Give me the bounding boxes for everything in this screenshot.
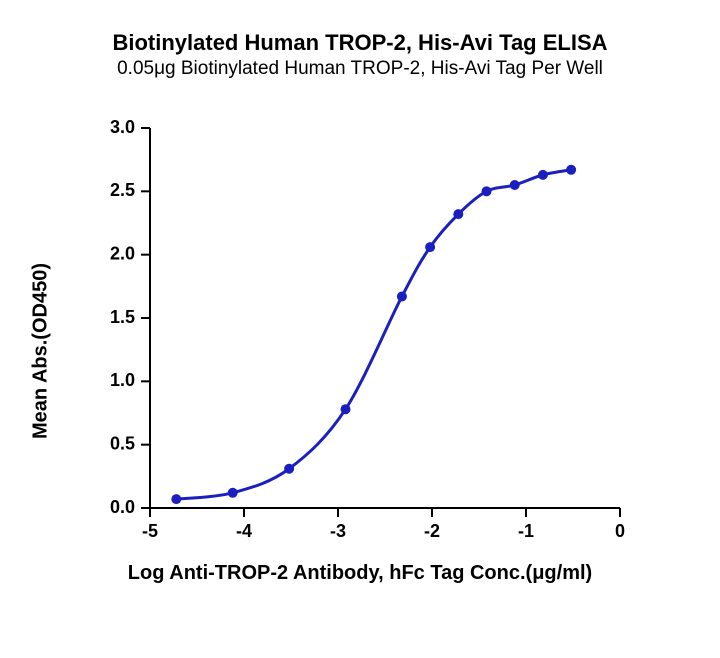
data-point [538,170,548,180]
svg-text:-1: -1 [518,521,534,541]
x-axis-label: Log Anti-TROP-2 Antibody, hFc Tag Conc.(… [86,562,634,585]
data-point [228,488,238,498]
data-point [284,464,294,474]
svg-text:0.0: 0.0 [110,497,135,517]
svg-text:1.0: 1.0 [110,370,135,390]
data-point [453,209,463,219]
svg-text:3.0: 3.0 [110,117,135,137]
data-point [341,404,351,414]
data-point [510,180,520,190]
chart-title: Biotinylated Human TROP-2, His-Avi Tag E… [112,30,607,56]
data-point [425,242,435,252]
svg-text:-3: -3 [330,521,346,541]
svg-text:0.5: 0.5 [110,433,135,453]
svg-text:2.0: 2.0 [110,243,135,263]
dose-response-curve [176,170,571,499]
data-point [482,186,492,196]
data-point [566,165,576,175]
svg-text:-5: -5 [142,521,158,541]
chart-subtitle: 0.05μg Biotinylated Human TROP-2, His-Av… [117,58,603,80]
data-point [397,291,407,301]
chart-container: Mean Abs.(OD450) 0.00.51.01.52.02.53.0-5… [86,116,634,585]
y-axis-label: Mean Abs.(OD450) [30,263,53,439]
elisa-chart-svg: 0.0 0.5 1.0 1.5 2.0 2.5 3.0 -5 -4 -3 -2 -1 0 [86,116,634,552]
svg-text:1.5: 1.5 [110,307,135,327]
data-point [171,494,181,504]
svg-text:0: 0 [615,521,625,541]
svg-text:-4: -4 [236,521,252,541]
svg-text:-2: -2 [424,521,440,541]
svg-text:2.5: 2.5 [110,180,135,200]
